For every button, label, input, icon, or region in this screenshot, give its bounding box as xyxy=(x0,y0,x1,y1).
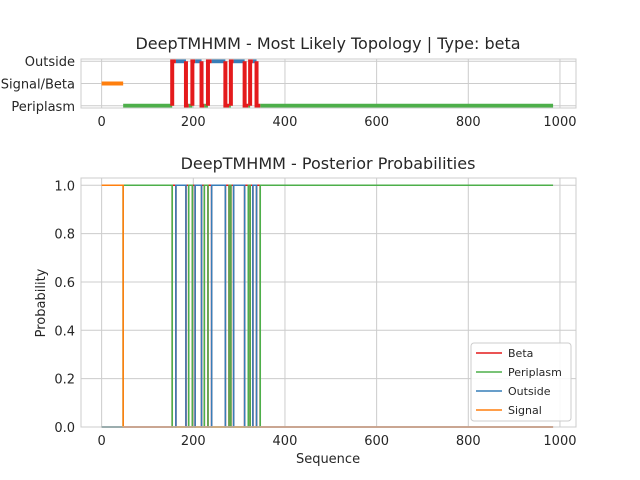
topology-segment-beta xyxy=(190,59,196,106)
topology-x-tick-label: 0 xyxy=(97,115,105,130)
posterior-x-tick-label: 600 xyxy=(364,434,389,449)
posterior-chart: DeepTMHMM - Posterior Probabilities 0 200… xyxy=(34,154,577,467)
topology-segment-beta xyxy=(228,59,234,106)
posterior-y-tick-label: 1.0 xyxy=(54,179,75,194)
topology-segment-beta xyxy=(242,61,249,108)
topology-x-ticks: 0 200 400 600 800 1000 xyxy=(97,115,576,130)
legend-label-signal: Signal xyxy=(508,404,542,417)
posterior-y-tick-label: 0.4 xyxy=(54,324,75,339)
posterior-plot-frame xyxy=(80,177,577,428)
topology-segment-beta xyxy=(205,59,212,106)
posterior-line-outside xyxy=(101,184,554,428)
topology-segment-beta xyxy=(248,59,253,106)
topology-x-tick-label: 200 xyxy=(181,115,206,130)
posterior-y-tick-label: 0.0 xyxy=(54,421,75,436)
posterior-y-tick-label: 0.2 xyxy=(54,373,75,388)
legend-label-beta: Beta xyxy=(508,347,533,360)
legend-label-outside: Outside xyxy=(508,385,551,398)
posterior-x-tick-label: 1000 xyxy=(543,434,576,449)
posterior-x-tick-label: 0 xyxy=(97,434,105,449)
topology-gridlines xyxy=(81,59,576,108)
topology-segment-beta xyxy=(254,61,261,108)
legend-label-periplasm: Periplasm xyxy=(508,366,562,379)
posterior-line-periplasm xyxy=(101,184,554,428)
legend-box xyxy=(470,342,572,422)
topology-x-tick-label: 600 xyxy=(364,115,389,130)
topology-segment-beta xyxy=(223,61,230,108)
topology-segment-beta xyxy=(170,59,176,106)
posterior-y-axis-label: Probability xyxy=(34,268,49,337)
topology-x-tick-label: 1000 xyxy=(543,115,576,130)
topology-chart: DeepTMHMM - Most Likely Topology | Type:… xyxy=(1,34,577,130)
posterior-x-ticks: 0 200 400 600 800 1000 xyxy=(97,434,576,449)
posterior-y-tick-label: 0.6 xyxy=(54,276,75,291)
topology-segment-beta xyxy=(199,61,205,108)
posterior-legend: Beta Periplasm Outside Signal xyxy=(470,342,572,422)
topology-y-tick-label: Signal/Beta xyxy=(1,78,75,93)
posterior-y-ticks: 0.0 0.2 0.4 0.6 0.8 1.0 xyxy=(54,179,75,436)
posterior-x-tick-label: 400 xyxy=(273,434,298,449)
topology-y-ticks: Periplasm Signal/Beta Outside xyxy=(1,55,75,115)
topology-x-tick-label: 400 xyxy=(273,115,298,130)
posterior-x-tick-label: 200 xyxy=(181,434,206,449)
posterior-x-tick-label: 800 xyxy=(456,434,481,449)
topology-x-tick-label: 800 xyxy=(456,115,481,130)
topology-traces xyxy=(101,59,554,108)
posterior-y-tick-label: 0.8 xyxy=(54,228,75,243)
topology-chart-title: DeepTMHMM - Most Likely Topology | Type:… xyxy=(135,34,520,53)
posterior-chart-title: DeepTMHMM - Posterior Probabilities xyxy=(181,154,476,173)
topology-plot-frame xyxy=(80,58,577,109)
posterior-x-axis-label: Sequence xyxy=(296,452,360,467)
topology-segment-beta xyxy=(183,61,189,108)
topology-y-tick-label: Periplasm xyxy=(11,100,75,115)
topology-y-tick-label: Outside xyxy=(25,55,75,70)
